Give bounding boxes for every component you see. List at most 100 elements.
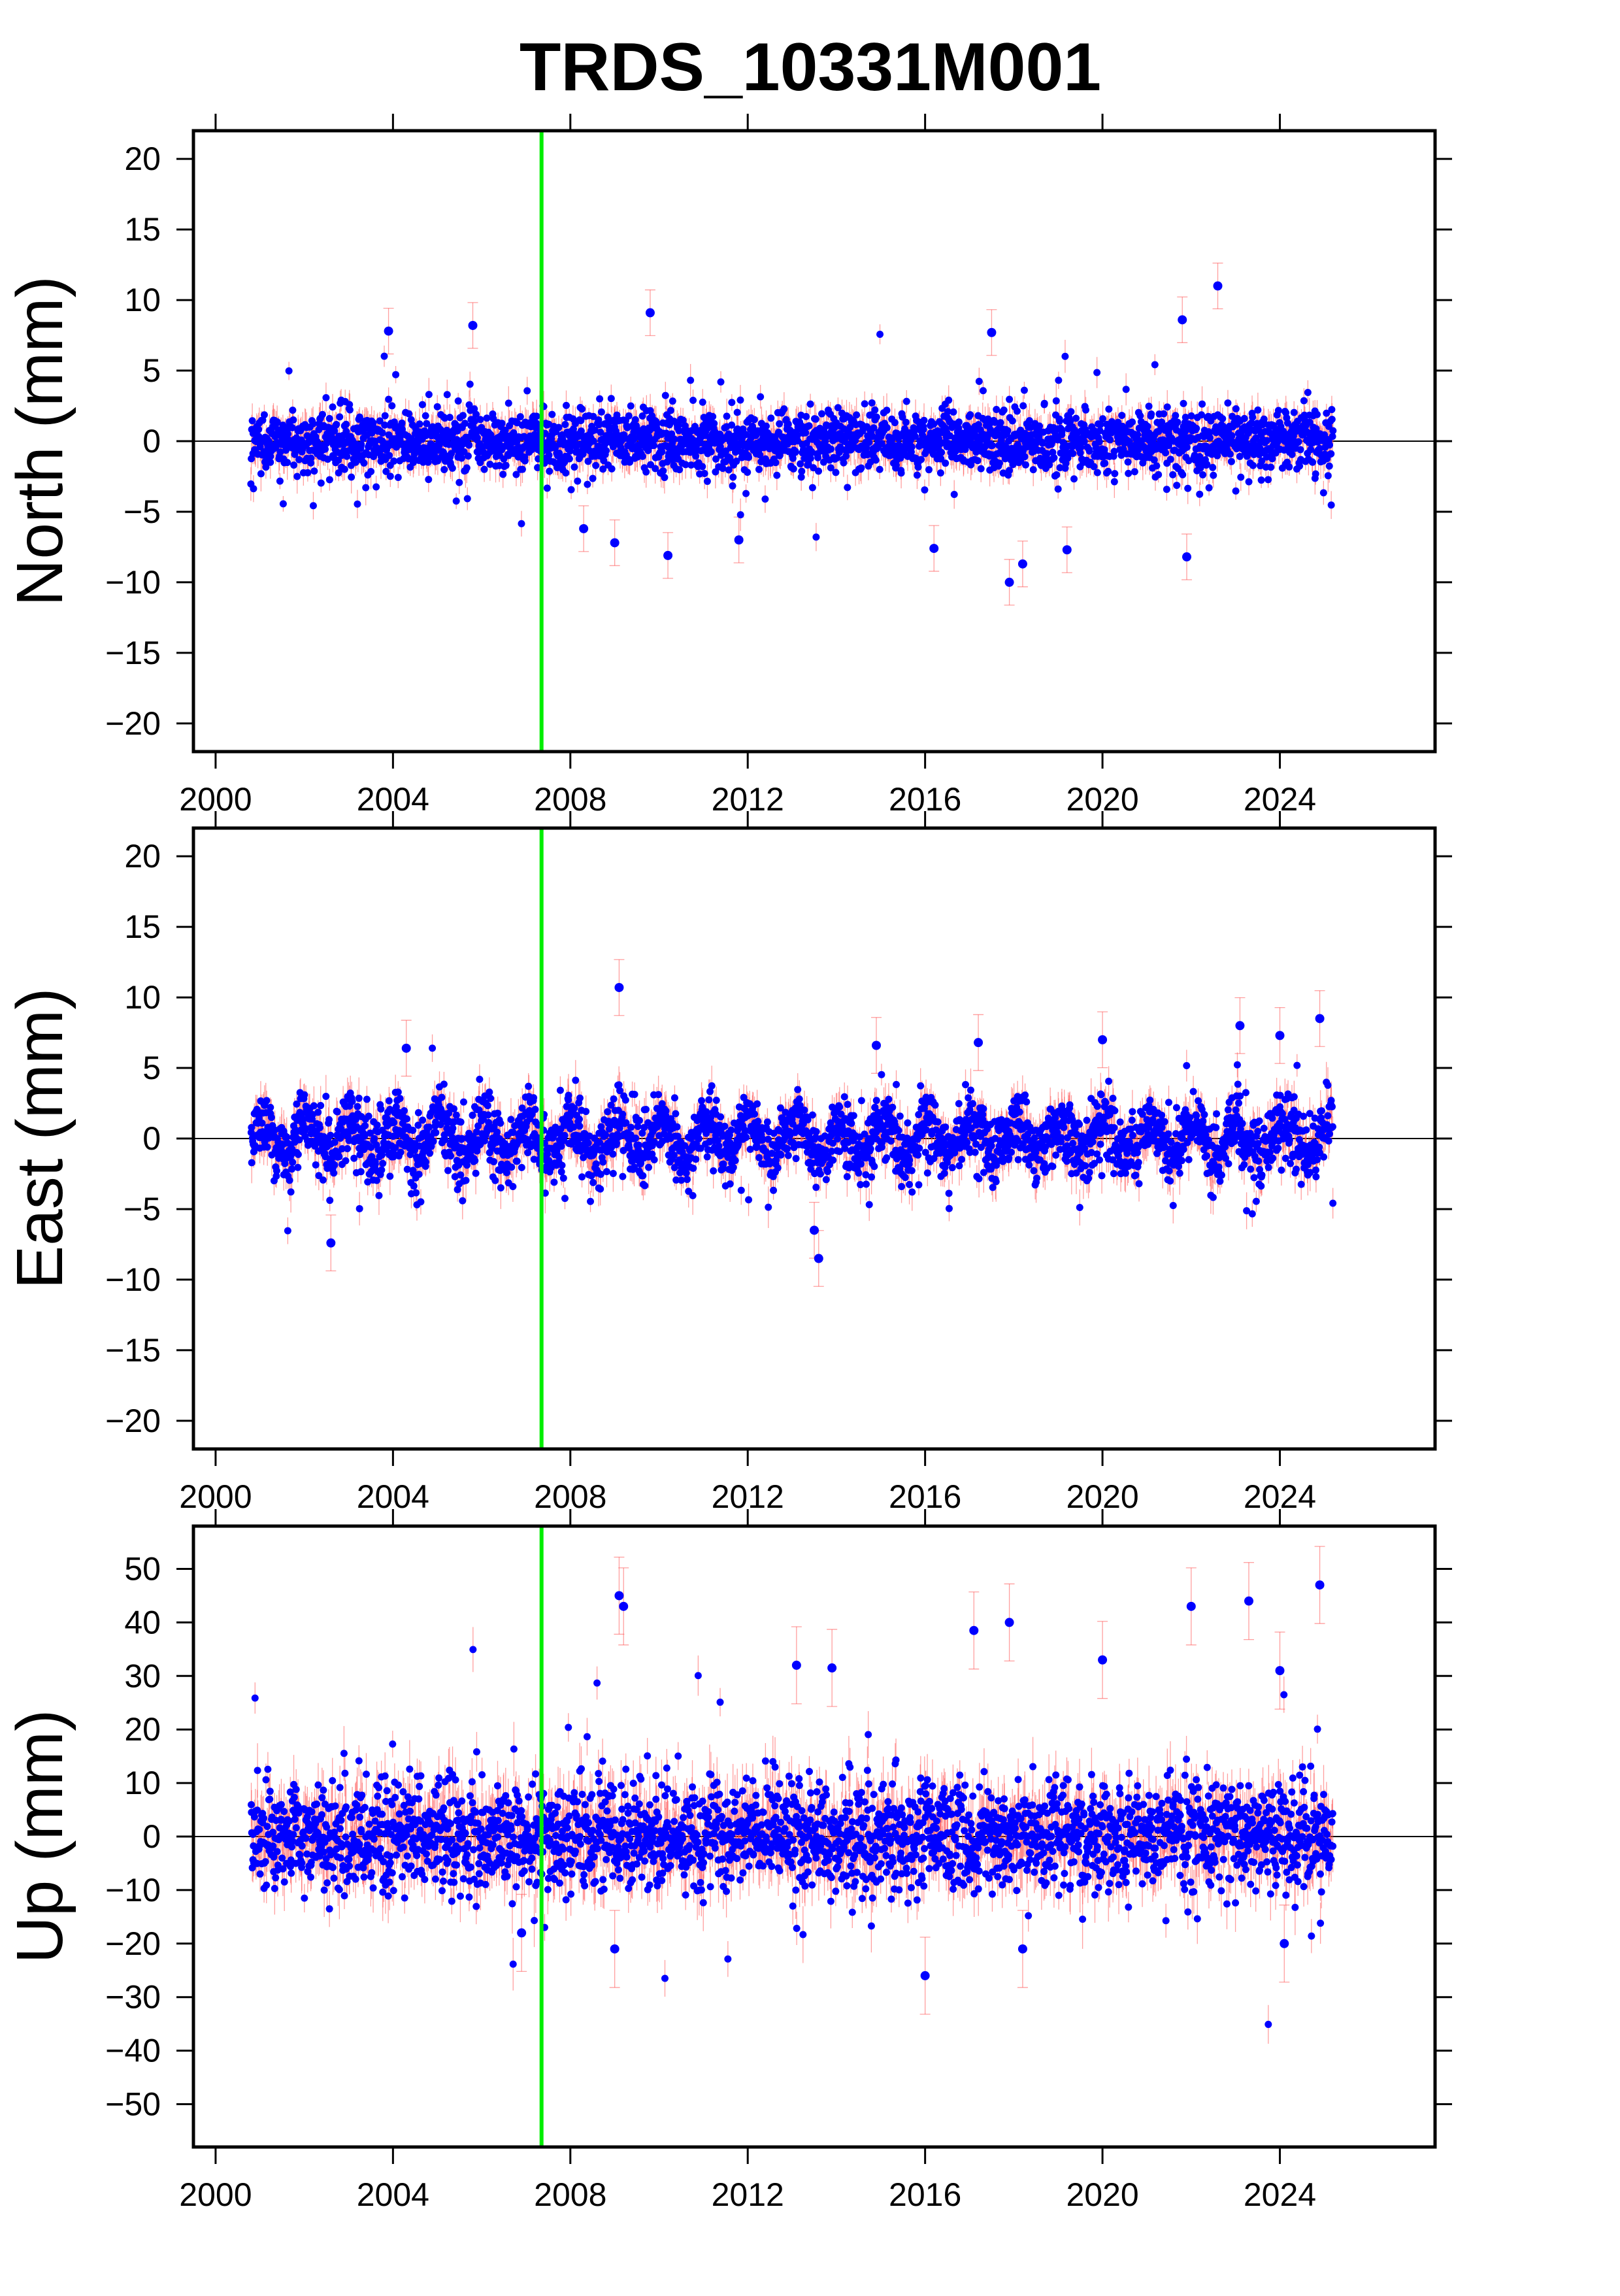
data-point [807,401,814,408]
data-point [689,397,697,404]
data-point [884,407,891,414]
data-point [1082,407,1089,414]
data-point [891,419,899,426]
data-point [974,457,982,464]
plot-area [193,131,1435,752]
data-point [399,420,406,427]
data-point [1125,470,1132,477]
data-point [728,422,735,429]
data-point [1009,417,1016,424]
data-point [1206,484,1213,491]
data-point [873,414,880,421]
data-point [1188,412,1195,420]
data-point [341,466,348,473]
data-point [419,401,426,408]
data-point [319,411,326,418]
data-point [453,497,460,505]
data-point [1173,482,1180,489]
data-point [499,471,506,478]
data-point [908,443,916,450]
data-point [827,446,835,453]
data-point [463,464,471,471]
data-point [250,485,257,492]
data-point [592,462,599,469]
data-point [1061,353,1068,360]
data-point [392,371,399,378]
data-point [921,417,928,424]
data-point [379,429,386,437]
data-point [568,486,575,493]
data-point [357,441,365,448]
data-point [1131,468,1138,475]
data-point [938,449,945,456]
data-point [1167,456,1174,463]
data-point [449,465,456,472]
data-point [1004,427,1011,435]
data-point [570,463,578,471]
data-point [776,420,783,427]
data-point [561,421,569,428]
data-point [1041,400,1048,407]
data-point [318,480,325,487]
data-point [1129,418,1136,425]
data-point [945,397,952,404]
data-point [772,459,779,466]
data-point [861,400,868,407]
data-point [967,411,974,418]
data-point [333,421,340,428]
data-point [798,468,805,475]
data-point [1118,412,1125,419]
data-point [499,420,506,427]
data-point [1111,470,1118,477]
data-point [326,476,333,483]
data-point [1053,471,1060,478]
data-point [790,465,797,473]
data-point [736,397,744,404]
data-point [767,414,774,422]
data-point [763,423,770,430]
data-point [1146,403,1153,410]
data-point [650,442,657,449]
data-point [425,391,433,398]
data-point [1030,466,1037,473]
data-point [1210,472,1217,479]
data-point [1053,397,1060,405]
data-point [868,399,876,407]
data-point [1206,434,1214,441]
data-point [687,376,694,384]
data-point [785,420,792,427]
data-point [465,442,472,449]
data-point [1136,412,1144,420]
data-point [809,484,816,491]
data-point [1056,418,1063,425]
data-point [326,415,333,422]
data-point [444,391,451,398]
data-point [342,421,350,428]
data-point [729,474,736,481]
data-point [280,500,287,507]
data-point [464,495,471,503]
data-point [322,394,329,401]
data-point [372,484,380,491]
data-point [455,397,462,405]
data-point [625,412,633,420]
data-point [729,482,736,490]
data-point [818,410,825,418]
data-point [1219,415,1226,422]
data-point [701,470,708,477]
data-point [286,367,293,374]
data-point [744,469,751,476]
data-point [562,469,569,476]
data-point [1050,454,1057,461]
data-point [1058,428,1065,435]
data-point [1153,462,1160,469]
data-point [455,479,463,486]
data-point [876,331,884,338]
data-point [857,464,865,471]
data-point [1021,453,1029,460]
data-point [884,424,891,431]
data-point [814,454,821,461]
data-point [921,486,928,493]
